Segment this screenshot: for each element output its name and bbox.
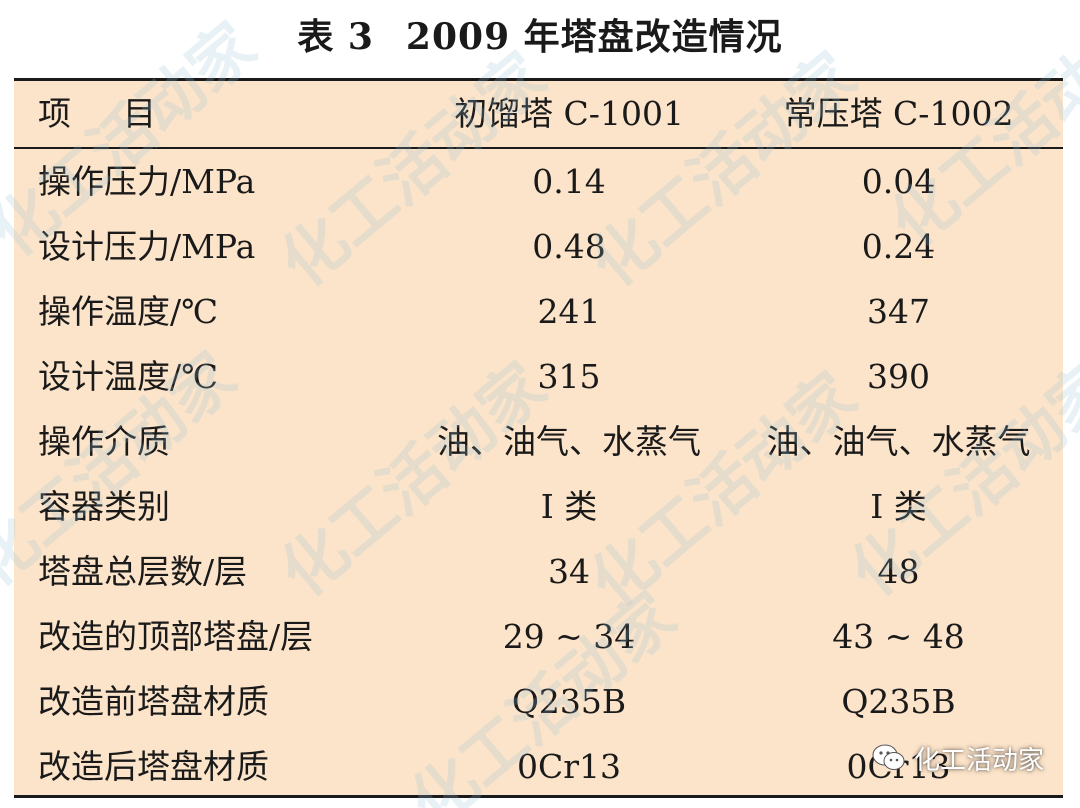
row-item: 操作压力/MPa <box>38 162 256 201</box>
header-col1: 初馏塔 C-1001 <box>404 81 734 149</box>
data-table: 项目 初馏塔 C-1001 常压塔 C-1002 操作压力/MPa 0.14 0… <box>14 81 1063 799</box>
table-number: 表 3 <box>297 16 374 58</box>
table-row: 设计温度/℃ 315 390 <box>14 344 1063 409</box>
row-c1: 0Cr13 <box>516 747 621 786</box>
header-item-a: 项 <box>38 94 71 133</box>
table-title: 表 3 2009 年塔盘改造情况 <box>0 8 1080 66</box>
row-item: 改造的顶部塔盘/层 <box>38 617 314 656</box>
row-item: 容器类别 <box>38 487 170 526</box>
table-row: 操作温度/℃ 241 347 <box>14 279 1063 344</box>
row-item: 改造后塔盘材质 <box>38 747 269 786</box>
table-row: 塔盘总层数/层 34 48 <box>14 539 1063 604</box>
data-table-container: 项目 初馏塔 C-1001 常压塔 C-1002 操作压力/MPa 0.14 0… <box>14 78 1063 798</box>
table-row: 改造后塔盘材质 0Cr13 0Cr13 <box>14 734 1063 799</box>
row-c2: 0.24 <box>861 227 936 266</box>
brand-name: 化工活动家 <box>913 745 1044 776</box>
row-c2: I 类 <box>870 487 927 526</box>
row-item: 改造前塔盘材质 <box>38 682 269 721</box>
row-c2: 347 <box>867 292 930 331</box>
row-c1: 油、油气、水蒸气 <box>437 422 701 461</box>
row-c2: 43 ~ 48 <box>832 617 965 656</box>
header-item: 项目 <box>14 81 404 149</box>
brand-watermark: 化工活动家 <box>872 738 1044 778</box>
row-item: 操作温度/℃ <box>38 292 219 331</box>
row-c1: Q235B <box>511 682 627 721</box>
row-c1: 315 <box>537 357 601 396</box>
row-c2: 48 <box>877 552 920 591</box>
table-row: 操作介质 油、油气、水蒸气 油、油气、水蒸气 <box>14 409 1063 474</box>
header-col2: 常压塔 C-1002 <box>734 81 1063 149</box>
table-row: 操作压力/MPa 0.14 0.04 <box>14 148 1063 214</box>
table-caption: 2009 年塔盘改造情况 <box>405 16 783 58</box>
row-item: 设计压力/MPa <box>38 227 256 266</box>
table-row: 改造前塔盘材质 Q235B Q235B <box>14 669 1063 734</box>
header-item-b: 目 <box>123 94 156 133</box>
row-c1: 0.14 <box>532 162 606 201</box>
wechat-icon <box>872 744 905 770</box>
row-c2: Q235B <box>841 682 956 721</box>
row-c1: 0.48 <box>532 227 606 266</box>
row-c1: 34 <box>548 552 590 591</box>
row-c1: I 类 <box>540 487 598 526</box>
table-header-row: 项目 初馏塔 C-1001 常压塔 C-1002 <box>14 81 1063 149</box>
row-item: 设计温度/℃ <box>38 357 219 396</box>
table-row: 改造的顶部塔盘/层 29 ~ 34 43 ~ 48 <box>14 604 1063 669</box>
row-c2: 390 <box>867 357 930 396</box>
row-c2: 0.04 <box>861 162 936 201</box>
row-c1: 241 <box>537 292 601 331</box>
row-c2: 油、油气、水蒸气 <box>766 422 1031 461</box>
row-item: 操作介质 <box>38 422 170 461</box>
row-c1: 29 ~ 34 <box>502 617 636 656</box>
table-row: 设计压力/MPa 0.48 0.24 <box>14 214 1063 279</box>
row-item: 塔盘总层数/层 <box>38 552 248 591</box>
table-row: 容器类别 I 类 I 类 <box>14 474 1063 539</box>
